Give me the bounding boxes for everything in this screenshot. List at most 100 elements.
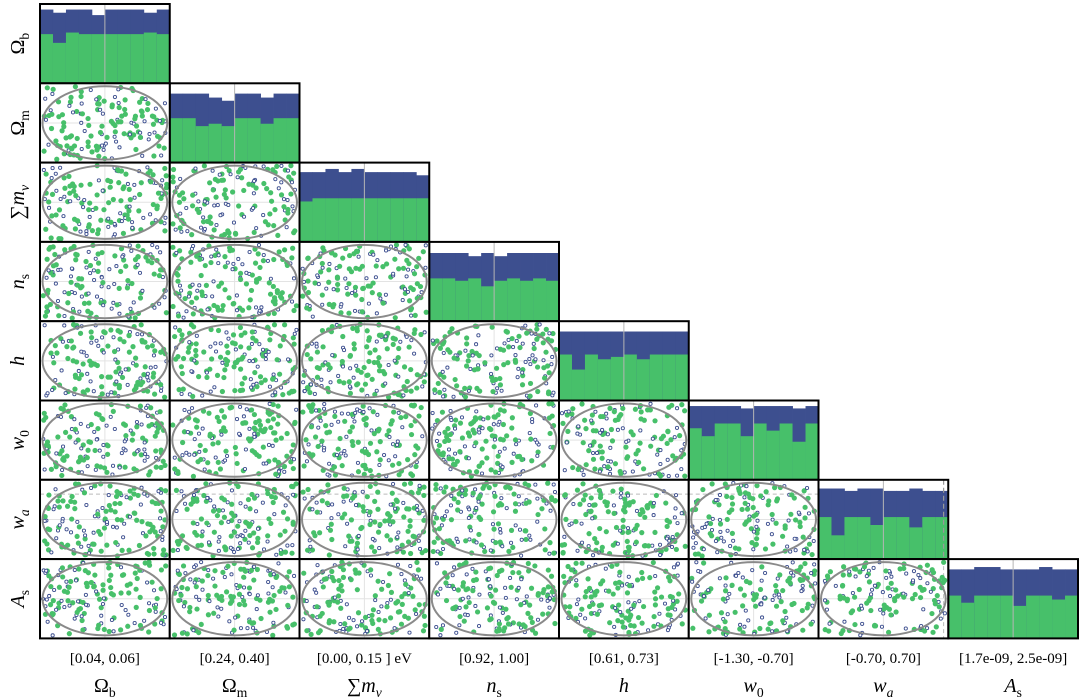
scatter-point-selected — [597, 525, 603, 532]
scatter-point-selected — [474, 385, 480, 391]
scatter-point-selected — [179, 584, 185, 591]
scatter-point-sample — [511, 451, 516, 456]
scatter-point-sample — [412, 351, 417, 356]
scatter-point-sample — [192, 358, 197, 363]
scatter-point-selected — [278, 435, 284, 441]
scatter-point-sample — [600, 427, 605, 433]
scatter-point-selected — [366, 335, 372, 341]
scatter-point-sample — [440, 546, 446, 552]
scatter-point-sample — [206, 568, 211, 573]
scatter-point-selected — [212, 583, 218, 589]
scatter-point-selected — [65, 598, 71, 604]
scatter-point-selected — [241, 187, 247, 194]
scatter-point-selected — [64, 143, 70, 149]
scatter-point-sample — [75, 519, 80, 524]
scatter-point-selected — [348, 269, 355, 275]
scatter-point-sample — [123, 608, 128, 613]
scatter-point-selected — [473, 577, 479, 583]
scatter-point-selected — [826, 628, 832, 634]
scatter-point-sample — [336, 512, 341, 517]
scatter-point-sample — [127, 132, 132, 137]
scatter-point-selected — [497, 539, 503, 545]
scatter-panel-as-vs-omega-m — [168, 558, 301, 640]
scatter-point-selected — [389, 490, 395, 496]
scatter-point-selected — [827, 569, 833, 575]
scatter-point-selected — [525, 610, 531, 616]
scatter-point-sample — [925, 626, 930, 631]
scatter-point-selected — [594, 540, 600, 546]
scatter-point-sample — [547, 605, 552, 610]
scatter-point-selected — [126, 349, 132, 355]
scatter-point-selected — [312, 434, 319, 440]
scatter-point-sample — [54, 536, 59, 541]
scatter-point-sample — [341, 626, 346, 632]
scatter-point-sample — [417, 546, 423, 551]
scatter-point-sample — [709, 527, 715, 533]
scatter-point-selected — [792, 517, 799, 523]
scatter-point-selected — [744, 506, 751, 512]
scatter-point-sample — [260, 500, 265, 505]
scatter-point-selected — [93, 411, 100, 417]
scatter-point-selected — [67, 134, 73, 140]
scatter-point-selected — [101, 525, 108, 531]
scatter-point-selected — [729, 501, 736, 507]
scatter-point-selected — [44, 85, 50, 91]
scatter-point-sample — [880, 590, 885, 595]
scatter-point-selected — [668, 437, 674, 443]
scatter-point-sample — [789, 570, 794, 575]
scatter-point-sample — [97, 448, 102, 453]
scatter-point-selected — [207, 180, 213, 186]
scatter-point-selected — [229, 598, 235, 604]
scatter-point-selected — [254, 384, 260, 390]
scatter-point-selected — [488, 616, 494, 622]
scatter-point-selected — [707, 520, 714, 527]
scatter-point-sample — [910, 578, 916, 583]
scatter-point-selected — [582, 417, 588, 423]
scatter-point-selected — [407, 550, 414, 557]
scatter-point-selected — [305, 289, 312, 296]
prior-ellipse — [171, 561, 298, 637]
scatter-point-selected — [123, 433, 129, 439]
scatter-point-sample — [422, 330, 427, 335]
scatter-point-selected — [355, 439, 361, 445]
scatter-point-selected — [722, 588, 729, 594]
scatter-point-sample — [234, 293, 239, 298]
scatter-point-sample — [64, 579, 69, 584]
scatter-point-sample — [279, 163, 284, 168]
scatter-point-selected — [597, 443, 603, 449]
scatter-point-sample — [219, 606, 224, 611]
scatter-point-sample — [273, 177, 278, 182]
scatter-point-selected — [304, 547, 311, 553]
scatter-point-selected — [741, 592, 747, 598]
scatter-point-sample — [216, 261, 221, 266]
scatter-point-selected — [540, 611, 546, 617]
scatter-point-selected — [121, 339, 127, 345]
scatter-point-selected — [96, 153, 102, 159]
scatter-point-sample — [806, 511, 811, 516]
scatter-point-selected — [44, 256, 50, 262]
scatter-point-sample — [153, 609, 158, 614]
scatter-point-selected — [72, 506, 78, 512]
scatter-point-sample — [574, 578, 579, 583]
scatter-point-sample — [251, 191, 256, 196]
scatter-point-selected — [464, 335, 470, 341]
scatter-point-sample — [72, 567, 77, 573]
scatter-point-sample — [872, 583, 877, 588]
scatter-point-selected — [506, 548, 512, 554]
scatter-point-sample — [158, 529, 163, 534]
scatter-point-sample — [731, 538, 736, 543]
scatter-point-selected — [271, 256, 277, 263]
scatter-point-sample — [140, 531, 146, 536]
scatter-point-selected — [512, 437, 519, 443]
scatter-point-selected — [359, 622, 365, 628]
scatter-point-selected — [773, 583, 779, 589]
scatter-point-sample — [889, 574, 894, 579]
scatter-point-selected — [359, 309, 365, 315]
scatter-point-selected — [137, 191, 143, 198]
scatter-point-selected — [326, 279, 332, 285]
histogram-panel-omega-b — [39, 3, 171, 85]
scatter-point-selected — [127, 197, 133, 203]
scatter-point-selected — [667, 578, 673, 584]
scatter-point-selected — [71, 344, 77, 350]
scatter-point-sample — [261, 253, 266, 258]
